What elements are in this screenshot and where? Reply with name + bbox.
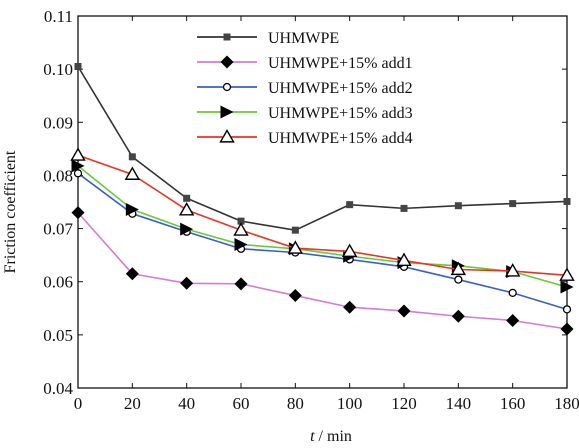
legend-marker — [220, 55, 234, 69]
data-point — [341, 243, 358, 257]
x-tick-label: 60 — [233, 394, 250, 413]
data-point — [234, 238, 248, 252]
data-point — [125, 202, 139, 216]
legend-label: UHMWPE+15% add2 — [268, 80, 413, 97]
data-point — [74, 62, 82, 70]
legend-label: UHMWPE — [268, 30, 339, 47]
data-point — [400, 204, 408, 212]
data-point — [71, 159, 85, 173]
data-point — [562, 305, 572, 314]
y-tick-label: 0.05 — [43, 326, 73, 345]
y-axis-label: Friction coefficient — [2, 150, 19, 273]
legend-entry: UHMWPE — [197, 30, 339, 47]
data-point — [237, 217, 245, 225]
y-tick-label: 0.04 — [43, 379, 73, 398]
y-tick-label: 0.08 — [43, 166, 73, 185]
data-point — [124, 166, 141, 180]
axes-layer: 0 20 40 60 80 100 120 140 160 180 0.04 0.05 0.06 0.07… — [43, 7, 579, 413]
y-tick-label: 0.10 — [43, 60, 73, 79]
y-tick-label: 0.11 — [44, 7, 73, 26]
data-point — [559, 267, 575, 281]
x-tick-label: 40 — [178, 394, 195, 413]
legend-marker — [223, 33, 231, 41]
legend-label: UHMWPE+15% add3 — [268, 105, 413, 122]
data-point — [70, 147, 86, 161]
x-tick-label: 140 — [446, 394, 472, 413]
legend-marker — [222, 82, 232, 92]
data-point — [454, 275, 463, 284]
data-point — [346, 201, 354, 209]
x-axis-label: t / min — [310, 428, 352, 445]
x-tick-label: 120 — [391, 394, 417, 413]
legend-marker — [219, 129, 235, 143]
y-tick-label: 0.06 — [43, 273, 73, 292]
data-point — [180, 276, 194, 290]
series-line — [77, 172, 568, 311]
y-tick-label: 0.09 — [43, 113, 73, 132]
x-tick-label: 20 — [124, 394, 141, 413]
x-tick-label: 160 — [500, 394, 526, 413]
x-tick-label: 0 — [74, 394, 83, 413]
series-1 — [74, 62, 571, 234]
legend: UHMWPE UHMWPE+15% add1 UHMWPE+15% add2 UHMW… — [197, 30, 413, 147]
data-point — [291, 226, 299, 234]
legend-label: UHMWPE+15% add1 — [268, 55, 413, 72]
data-point — [563, 197, 571, 205]
data-point — [288, 289, 302, 303]
data-point — [560, 322, 574, 336]
legend-entry: UHMWPE+15% add2 — [197, 80, 413, 97]
data-point — [178, 202, 195, 216]
data-point — [560, 280, 574, 294]
legend-entry: UHMWPE+15% add1 — [197, 55, 413, 72]
data-point — [506, 314, 520, 328]
series-line — [77, 154, 568, 277]
data-point — [450, 261, 467, 276]
x-axis-variable: t — [310, 428, 315, 445]
data-point — [508, 288, 517, 298]
series-4 — [71, 159, 574, 294]
data-point — [73, 169, 83, 178]
data-point — [396, 252, 412, 267]
data-point — [125, 267, 139, 281]
series-3 — [73, 169, 572, 314]
data-point — [509, 200, 517, 208]
x-tick-label: 100 — [337, 394, 363, 413]
data-point — [180, 222, 194, 236]
series-2 — [71, 206, 574, 336]
x-tick-label: 80 — [287, 394, 304, 413]
legend-entry: UHMWPE+15% add4 — [197, 129, 413, 147]
x-axis-unit: / min — [315, 428, 352, 445]
data-point — [454, 202, 462, 210]
data-point — [183, 194, 191, 202]
series-line — [77, 212, 568, 330]
series-layer — [70, 62, 575, 336]
series-line — [77, 66, 568, 231]
data-point — [234, 277, 248, 291]
data-point — [233, 222, 249, 236]
series-line — [77, 165, 568, 288]
legend-entry: UHMWPE+15% add3 — [197, 105, 413, 122]
data-point — [451, 309, 465, 323]
legend-marker — [220, 105, 234, 119]
data-point — [71, 206, 85, 220]
x-tick-label: 180 — [554, 394, 579, 413]
series-5 — [70, 147, 575, 281]
data-point — [397, 304, 411, 318]
legend-label: UHMWPE+15% add4 — [268, 130, 413, 147]
y-tick-label: 0.07 — [43, 220, 73, 239]
data-point — [287, 240, 304, 254]
data-point — [343, 300, 357, 314]
data-point — [504, 263, 521, 277]
data-point — [128, 153, 136, 161]
